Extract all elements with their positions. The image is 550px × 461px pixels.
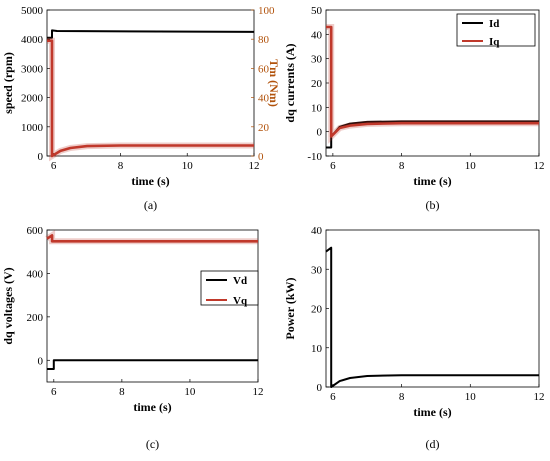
y-tick-label: 200 xyxy=(27,312,44,324)
y-right-tick-label: 60 xyxy=(258,63,270,75)
x-tick-label: 6 xyxy=(330,160,336,172)
panel-caption: (a) xyxy=(144,198,157,212)
legend-label-vq: Vq xyxy=(233,295,248,307)
series-line-vq xyxy=(46,234,258,243)
series-line-id xyxy=(326,120,539,149)
series-ripple-vq xyxy=(45,229,258,245)
x-tick-label: 6 xyxy=(330,391,336,403)
legend-label-id: Id xyxy=(489,18,499,30)
y-tick-label: 50 xyxy=(311,5,323,17)
series-line-iq xyxy=(326,25,539,138)
x-tick-label: 10 xyxy=(465,160,477,172)
series-line-1 xyxy=(325,246,539,388)
chart-panel-a: 6 8 10 12010002000300040005000020406080100t… xyxy=(1,5,281,212)
plot-area xyxy=(46,9,255,157)
x-tick-label: 10 xyxy=(465,391,477,403)
y-axis-label: dq currents (A) xyxy=(283,43,297,122)
x-tick-label: 10 xyxy=(184,386,196,398)
x-tick-label: 8 xyxy=(118,160,124,172)
x-tick-label: 6 xyxy=(51,160,57,172)
legend-label-iq: Iq xyxy=(489,36,500,48)
y-tick-label: 5000 xyxy=(21,5,44,17)
x-tick-label: 8 xyxy=(399,391,405,403)
y-tick-label: 0 xyxy=(38,355,44,367)
x-tick-label: 8 xyxy=(119,386,125,398)
legend-label-vd: Vd xyxy=(233,275,247,287)
y-tick-label: 1000 xyxy=(21,122,44,134)
panel-caption: (d) xyxy=(426,437,440,451)
y-tick-label: 10 xyxy=(311,343,323,355)
x-tick-label: 8 xyxy=(399,160,405,172)
y-right-tick-label: 0 xyxy=(258,151,264,163)
y-tick-label: 600 xyxy=(27,225,44,237)
y-tick-label: 40 xyxy=(311,29,323,41)
x-tick-label: 12 xyxy=(534,160,545,172)
series-line-1 xyxy=(47,29,255,39)
x-axis-label: time (s) xyxy=(133,400,171,414)
x-axis-label: time (s) xyxy=(131,174,169,188)
series-line-vd xyxy=(47,359,258,370)
x-axis-label: time (s) xyxy=(413,174,451,188)
y-tick-label: 4000 xyxy=(21,34,44,46)
y-right-tick-label: 40 xyxy=(258,93,270,105)
y-axis-label: speed (rpm) xyxy=(1,52,15,114)
x-tick-label: 12 xyxy=(253,386,264,398)
y-tick-label: 20 xyxy=(311,304,323,316)
x-tick-label: 6 xyxy=(51,386,57,398)
y-tick-label: 30 xyxy=(311,264,323,276)
y-tick-label: 400 xyxy=(27,268,44,280)
x-tick-label: 10 xyxy=(182,160,194,172)
y-right-tick-label: 80 xyxy=(258,34,270,46)
y-right-tick-label: 100 xyxy=(258,5,275,17)
y-tick-label: 3000 xyxy=(21,63,44,75)
legend: Vd Vq xyxy=(200,270,259,307)
series-ripple-2 xyxy=(47,37,254,162)
y-tick-label: 0 xyxy=(38,151,44,163)
chart-panel-b: 6 8 10 12 -10 0 10 20 30 40 50 time (s) dq currents … xyxy=(283,5,545,212)
panel-caption: (c) xyxy=(146,437,159,451)
y-tick-label: 2000 xyxy=(21,93,44,105)
x-tick-label: 12 xyxy=(534,391,545,403)
y-tick-label: -10 xyxy=(307,151,322,163)
panel-caption: (b) xyxy=(426,198,440,212)
y-tick-label: 30 xyxy=(311,54,323,66)
y-axis-label: Power (kW) xyxy=(283,277,297,339)
y-axis-label: dq voltages (V) xyxy=(1,267,15,344)
legend: Id Iq xyxy=(456,13,536,48)
chart-panel-d: 6 8 10 12 0 10 20 30 40 time (s) Power (kW) (d) xyxy=(283,225,545,451)
x-tick-label: 12 xyxy=(249,160,260,172)
y-right-tick-label: 20 xyxy=(258,122,270,134)
y-tick-label: 0 xyxy=(317,127,323,139)
chart-panel-c: 6 8 10 12 0 200 400 600 time (s) dq voltages (V) V… xyxy=(1,225,264,451)
y-tick-label: 10 xyxy=(311,102,323,114)
plot-area xyxy=(46,229,259,383)
y-right-axis-label: Tm (Nm) xyxy=(267,59,281,107)
y-tick-label: 20 xyxy=(311,78,323,90)
y-tick-label: 0 xyxy=(317,382,323,394)
series-line-2 xyxy=(47,39,254,158)
series-ripple-iq xyxy=(326,24,539,144)
x-axis-label: time (s) xyxy=(413,405,451,419)
y-tick-label: 40 xyxy=(311,225,323,237)
